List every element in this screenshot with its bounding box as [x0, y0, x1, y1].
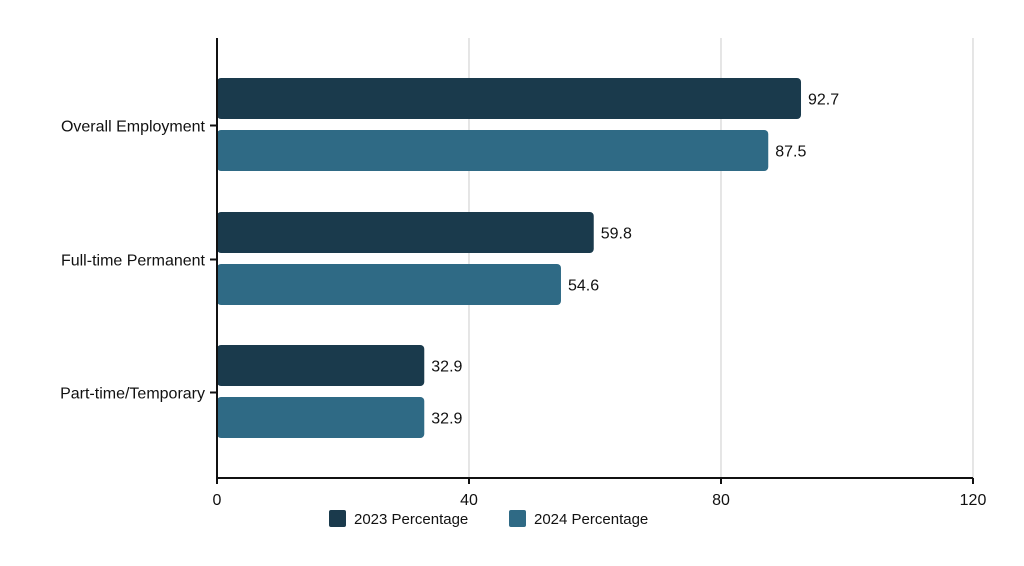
legend-swatch — [329, 510, 346, 527]
bar — [217, 345, 425, 386]
x-tick-label: 80 — [712, 492, 730, 509]
data-label: 32.9 — [431, 411, 462, 428]
legend: 2023 Percentage 2024 Percentage — [329, 510, 648, 528]
bar — [217, 397, 425, 438]
bar — [217, 212, 594, 253]
data-label: 59.8 — [601, 226, 632, 243]
category-label: Part-time/Temporary — [60, 386, 205, 403]
category-label: Full-time Permanent — [61, 253, 206, 270]
bars: 92.7 87.5 59.8 54.6 32.9 32.9 — [217, 78, 839, 438]
x-tick-label: 120 — [960, 492, 987, 509]
bar — [217, 78, 802, 119]
legend-label: 2023 Percentage — [354, 511, 468, 528]
data-label: 54.6 — [568, 278, 599, 295]
data-label: 32.9 — [431, 359, 462, 376]
x-tick-label: 40 — [460, 492, 478, 509]
bar — [217, 264, 561, 305]
x-tick-label: 0 — [213, 492, 222, 509]
axes: 0 40 80 120 Overall Employment Full-time Perm… — [60, 38, 986, 509]
data-label: 87.5 — [775, 144, 806, 161]
legend-swatch — [509, 510, 526, 527]
legend-label: 2024 Percentage — [534, 511, 648, 528]
bar — [217, 130, 769, 171]
category-label: Overall Employment — [61, 119, 206, 136]
data-label: 92.7 — [808, 92, 839, 109]
